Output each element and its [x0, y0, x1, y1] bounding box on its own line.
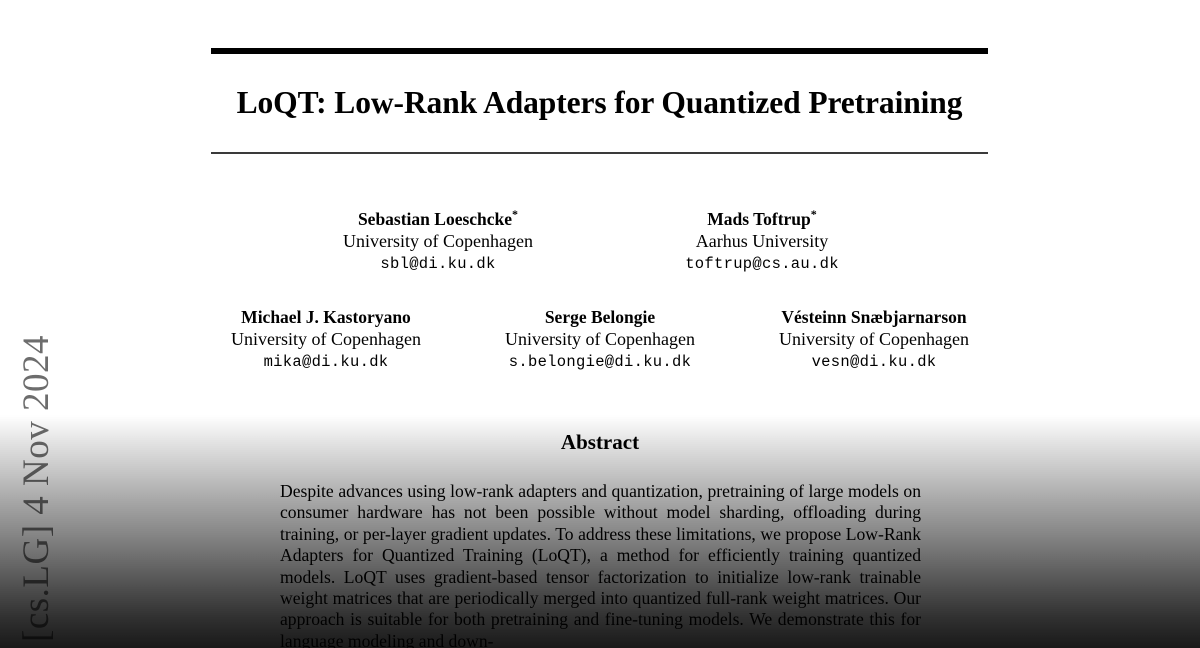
author-block: Vésteinn Snæbjarnarson University of Cop…: [737, 306, 1011, 373]
abstract-heading: Abstract: [560, 430, 640, 454]
author-block: Serge Belongie University of Copenhagen …: [463, 306, 737, 373]
arxiv-stamp-text: [cs.LG] 4 Nov 2024: [15, 334, 57, 642]
author-block: Mads Toftrup* Aarhus University toftrup@…: [600, 208, 924, 275]
author-email[interactable]: sbl@di.ku.dk: [380, 255, 496, 273]
author-affiliation: University of Copenhagen: [343, 231, 533, 251]
author-block: Sebastian Loeschcke* University of Copen…: [276, 208, 600, 275]
author-row-second: Michael J. Kastoryano University of Cope…: [175, 306, 1025, 373]
title-rule-top: [211, 48, 988, 54]
abstract-body: Despite advances using low-rank adapters…: [280, 481, 921, 648]
author-block: Michael J. Kastoryano University of Cope…: [189, 306, 463, 373]
page-title: LoQT: Low-Rank Adapters for Quantized Pr…: [236, 85, 963, 120]
author-name: Michael J. Kastoryano: [241, 307, 411, 327]
author-email[interactable]: s.belongie@di.ku.dk: [508, 353, 692, 371]
author-affiliation: University of Copenhagen: [505, 329, 695, 349]
arxiv-stamp: [cs.LG] 4 Nov 2024: [0, 0, 72, 648]
footnote-marker: *: [512, 207, 519, 222]
title-rule-bottom: [211, 152, 988, 154]
footnote-marker: *: [810, 207, 817, 222]
author-name: Mads Toftrup*: [612, 208, 912, 230]
author-email[interactable]: toftrup@cs.au.dk: [685, 255, 839, 273]
author-email[interactable]: mika@di.ku.dk: [263, 353, 389, 371]
author-name: Sebastian Loeschcke*: [288, 208, 588, 230]
author-name: Vésteinn Snæbjarnarson: [781, 307, 967, 327]
author-name-text: Sebastian Loeschcke: [357, 209, 513, 229]
author-affiliation: University of Copenhagen: [231, 329, 421, 349]
author-name: Serge Belongie: [544, 307, 656, 327]
author-name-text: Mads Toftrup: [707, 209, 811, 229]
author-email[interactable]: vesn@di.ku.dk: [811, 353, 937, 371]
author-affiliation: University of Copenhagen: [779, 329, 969, 349]
author-row-first: Sebastian Loeschcke* University of Copen…: [260, 208, 940, 275]
author-affiliation: Aarhus University: [695, 231, 829, 251]
